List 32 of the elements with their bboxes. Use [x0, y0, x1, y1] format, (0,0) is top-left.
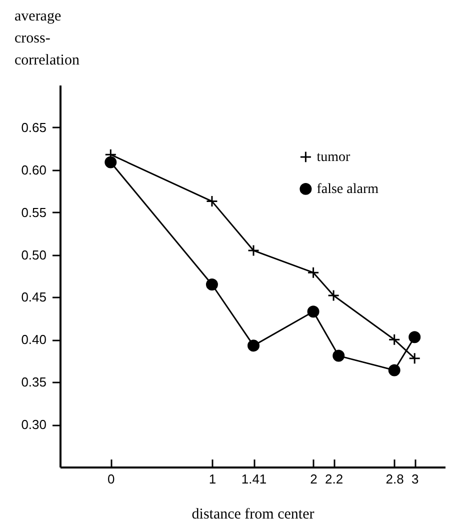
y-tick-label: 0.35	[21, 374, 46, 390]
point	[388, 334, 400, 346]
x-tick-label: 2	[310, 472, 318, 486]
y-tick-label: 0.45	[21, 290, 46, 305]
point	[307, 266, 320, 279]
x-tick-label: 3	[411, 472, 419, 486]
point	[332, 350, 345, 362]
point	[307, 306, 320, 318]
point	[408, 331, 421, 344]
y-tick-label: 0.50	[21, 247, 46, 262]
x-tick-label: 1.41	[241, 472, 267, 486]
y-tick-label: 0.30	[21, 417, 46, 432]
y-tick-label: 0.65	[21, 120, 46, 135]
legend-label: tumor	[316, 150, 350, 165]
x-tick-label: 0	[108, 472, 115, 486]
point	[104, 156, 117, 168]
point	[206, 278, 218, 290]
y-tick-label: 0.60	[21, 162, 46, 178]
x-tick-label: 2.2	[325, 472, 344, 486]
x-tick-label: 1	[208, 472, 216, 486]
point	[248, 340, 260, 352]
y-tick-label: 0.55	[21, 204, 46, 220]
x-tick-label: 2.8	[386, 472, 404, 486]
x-axis-title: distance from center	[192, 506, 314, 519]
legend-label: false alarm	[316, 182, 379, 197]
point	[388, 364, 400, 376]
point	[248, 244, 260, 257]
y-axis-title: average cross-correlation	[14, 8, 80, 68]
point	[206, 195, 218, 208]
point	[408, 352, 421, 364]
y-tick-label: 0.40	[21, 332, 46, 348]
point	[328, 290, 340, 302]
